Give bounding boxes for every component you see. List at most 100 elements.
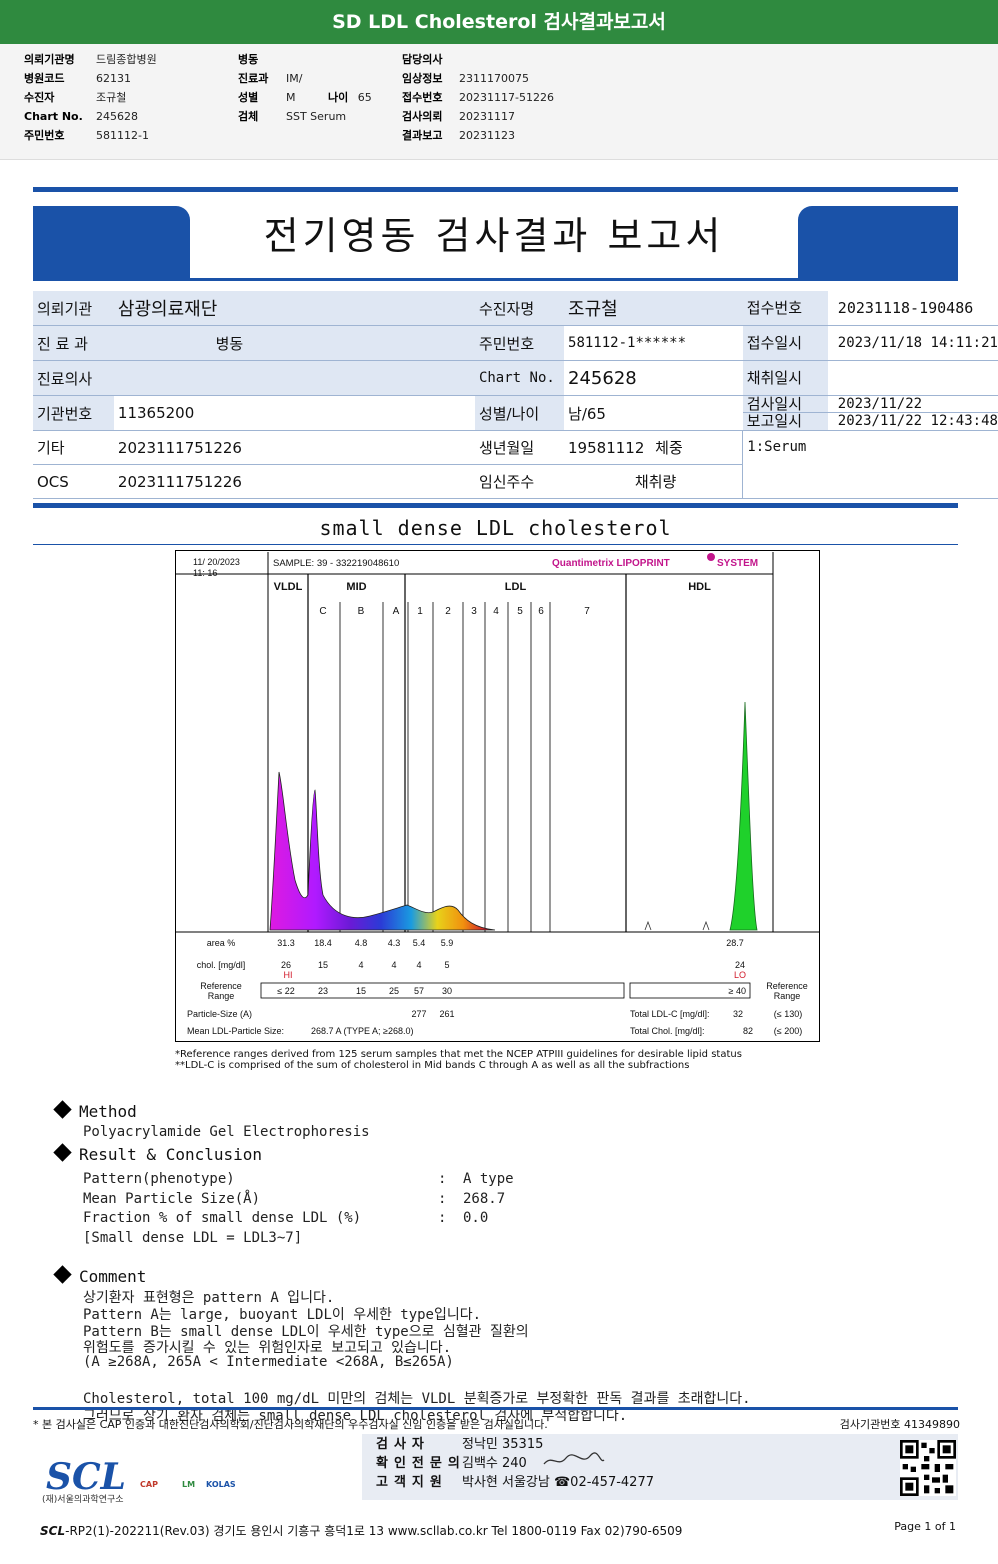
result-value: 0.0 xyxy=(463,1210,489,1226)
row-label-mean: Mean LDL-Particle Size: xyxy=(187,1026,284,1036)
chart-date: 11/ 20/2023 xyxy=(193,557,240,567)
total-ldl-ref: (≤ 130) xyxy=(774,1009,802,1019)
section-rule-top xyxy=(33,503,958,508)
section-rule xyxy=(33,544,958,545)
value-sex-age: 남/65 xyxy=(564,395,743,431)
method-text: Polyacrylamide Gel Electrophoresis xyxy=(83,1124,370,1140)
chart-sample: SAMPLE: 39 - 332219048610 xyxy=(273,558,399,569)
comment-heading: Comment xyxy=(53,1265,146,1286)
label-chart: Chart No. xyxy=(474,360,565,396)
diamond-bullet-icon xyxy=(53,1265,72,1284)
staff-label: 검사자 xyxy=(376,1437,430,1452)
comment-line: 그러므로 상기 환자 검체는 small dense LDL cholester… xyxy=(83,1407,628,1424)
chol-value: 4 xyxy=(416,960,421,970)
result-footnote: [Small dense LDL = LDL3~7] xyxy=(83,1230,303,1246)
chol-value: 15 xyxy=(318,960,328,970)
ref-value: 57 xyxy=(414,986,424,996)
result-heading: Result & Conclusion xyxy=(53,1143,262,1164)
label-receipt-time: 접수일시 xyxy=(742,326,828,360)
staff-label: 확인전문의 xyxy=(376,1456,466,1471)
chart-system-name: Quantimetrix LIPOPRINT xyxy=(552,558,670,569)
value-doctor xyxy=(113,360,475,396)
row-label-chol: chol. [mg/dl] xyxy=(197,960,246,970)
label-dept: 진 료 과 xyxy=(33,325,114,361)
header-field-value: 245628 xyxy=(96,110,138,123)
report-title: 전기영동 검사결과 보고서 xyxy=(190,206,798,268)
staff-row: 검사자 정낙민 35315 xyxy=(376,1436,543,1454)
value-rrn: 581112-1****** xyxy=(564,325,743,361)
area-pct-value: 18.4 xyxy=(314,938,332,948)
label-pregnancy: 임신주수 xyxy=(474,464,565,499)
value-patient: 조규철 xyxy=(564,291,743,326)
header-field-value: M xyxy=(286,91,296,104)
header-field-value: 2311170075 xyxy=(459,72,529,85)
chol-value: 26 xyxy=(281,960,291,970)
value-etc: 2023111751226 xyxy=(113,430,475,465)
header-field-label: Chart No. xyxy=(24,110,83,123)
signature-icon xyxy=(543,1452,605,1465)
scl-logo-sub: (재)서울의과학연구소 xyxy=(42,1495,124,1505)
label-institution: 의뢰기관 xyxy=(33,291,114,326)
total-chol-ref: (≤ 200) xyxy=(774,1026,802,1036)
diamond-bullet-icon xyxy=(53,1100,72,1119)
side-ref-label: Range xyxy=(774,991,801,1001)
label-test-date: 검사일시 xyxy=(742,396,828,413)
value-inst-no: 11365200 xyxy=(113,395,475,431)
band-label: 4 xyxy=(493,606,499,617)
band-label: B xyxy=(358,606,365,617)
header-field: 검체 SST Serum xyxy=(238,107,346,126)
ref-box-hdl xyxy=(629,982,751,999)
cert-kolas-icon: KOLAS xyxy=(206,1480,236,1489)
title-rule xyxy=(33,278,958,281)
staff-box: 검사자 정낙민 35315 확인전문의김백수 240 고객지원 박사현 서울강남 ☎02… xyxy=(362,1434,958,1500)
chol-value: 5 xyxy=(444,960,449,970)
hdl-peak xyxy=(729,701,758,931)
label-receipt-no: 접수번호 xyxy=(742,291,828,325)
value-ocs: 2023111751226 xyxy=(113,464,475,499)
staff-row: 확인전문의김백수 240 xyxy=(376,1455,527,1473)
header-field-label: 의뢰기관명 xyxy=(24,53,75,66)
scl-logo: SCL xyxy=(46,1456,126,1498)
comment-line: 상기환자 표현형은 pattern A 입니다. xyxy=(83,1290,335,1306)
cert-cap-icon: CAP xyxy=(140,1480,158,1489)
footnote-2: **LDL-C is comprised of the sum of chole… xyxy=(175,1060,690,1071)
page-number: Page 1 of 1 xyxy=(894,1520,956,1533)
chart-time: 11: 16 xyxy=(193,568,217,578)
header-field: 접수번호 20231117-51226 xyxy=(402,88,554,107)
result-sep: : xyxy=(438,1210,447,1226)
total-chol-value: 82 xyxy=(743,1026,753,1036)
footer-inst-no: 검사기관번호 41349890 xyxy=(839,1418,960,1431)
footer-brand: SCL xyxy=(40,1524,66,1538)
group-label: LDL xyxy=(505,581,527,593)
header-field: 병원코드 62131 xyxy=(24,69,131,88)
area-pct-value: 31.3 xyxy=(277,938,295,948)
hdl-ref-value: ≥ 40 xyxy=(729,986,746,996)
footer-address-text: -RP2(1)-202211(Rev.03) 경기도 용인시 기흥구 흥덕1로 … xyxy=(65,1524,683,1538)
section-title: small dense LDL cholesterol xyxy=(319,516,672,540)
row-label-ref: Range xyxy=(208,991,235,1001)
chart-system-suffix: SYSTEM xyxy=(717,558,758,569)
label-rrn: 주민번호 xyxy=(474,325,565,361)
header-info-panel: 의뢰기관명 드림종합병원 병원코드 62131 수진자 조규철 Chart No. 24562… xyxy=(0,44,998,160)
header-field-value: 581112-1 xyxy=(96,129,149,142)
header-field-value: 20231123 xyxy=(459,129,515,142)
lipoprint-profile xyxy=(269,771,496,931)
label-dob: 생년월일 xyxy=(474,430,565,465)
header-field-label: 진료과 xyxy=(238,72,269,85)
comment-line: Pattern B는 small dense LDL이 우세한 type으로 심… xyxy=(83,1323,529,1340)
group-label: MID xyxy=(346,581,366,593)
comment-line: (A ≥268A, 265A < Intermediate <268A, B≤2… xyxy=(83,1354,454,1371)
result-label: Pattern(phenotype) xyxy=(83,1171,235,1187)
title-band-right xyxy=(798,206,958,278)
label-volume: 채취량 xyxy=(564,464,743,499)
header-title: SD LDL Cholesterol 검사결과보고서 xyxy=(0,0,998,44)
value-ward: 병동 xyxy=(113,325,258,361)
qr-code-icon xyxy=(900,1440,956,1496)
header-field: 담당의사 xyxy=(402,50,459,69)
staff-value: 박사현 서울강남 ☎02-457-4277 xyxy=(462,1475,654,1490)
result-value: A type xyxy=(463,1171,514,1187)
group-label: VLDL xyxy=(274,581,303,593)
label-doctor: 진료의사 xyxy=(33,360,114,396)
staff-value: 김백수 240 xyxy=(462,1456,527,1471)
row-label-area: area % xyxy=(207,938,236,948)
